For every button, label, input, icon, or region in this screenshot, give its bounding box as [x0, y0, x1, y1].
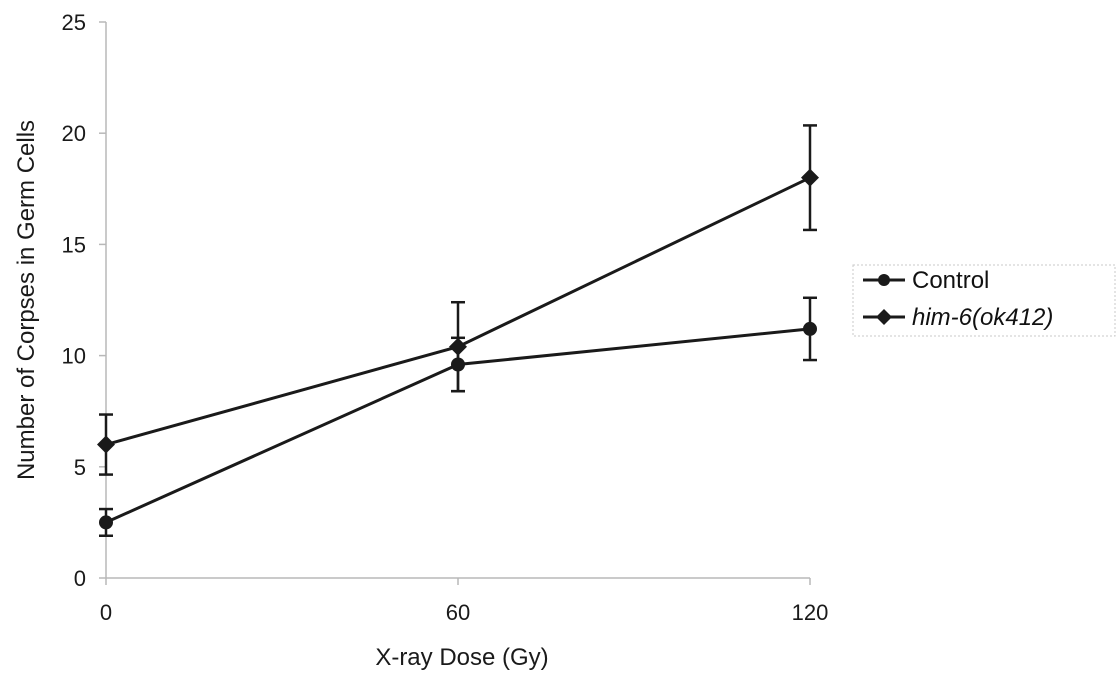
legend-marker-circle-icon [878, 274, 890, 286]
series-him6 [97, 124, 819, 476]
legend-item-control: Control [863, 267, 989, 294]
legend-label-control: Control [912, 267, 989, 294]
data-point-diamond [801, 168, 819, 187]
data-point-diamond [449, 337, 467, 356]
y-tick-label: 25 [62, 10, 86, 35]
x-tick-label: 60 [446, 600, 470, 625]
y-tick-label: 0 [74, 566, 86, 591]
x-tick-label: 120 [792, 600, 829, 625]
legend-item-him6: him-6(ok412) [863, 304, 1053, 331]
y-tick-label: 5 [74, 455, 86, 480]
data-point-circle [99, 515, 113, 530]
axes: 0 5 10 15 20 25 0 60 120 [62, 10, 829, 625]
x-tick-label: 0 [100, 600, 112, 625]
series-layer [97, 124, 819, 537]
y-axis-title: Number of Corpses in Germ Cells [13, 120, 40, 480]
data-point-circle [803, 321, 817, 336]
legend-box [852, 264, 1116, 337]
legend-marker-diamond-icon [876, 309, 892, 325]
x-ticks: 0 60 120 [100, 578, 828, 625]
x-axis-title: X-ray Dose (Gy) [375, 644, 548, 671]
y-ticks: 0 5 10 15 20 25 [62, 10, 106, 591]
y-tick-label: 15 [62, 232, 86, 257]
legend: Control him-6(ok412) [852, 264, 1116, 337]
y-tick-label: 20 [62, 121, 86, 146]
legend-label-him6: him-6(ok412) [912, 304, 1053, 331]
y-tick-label: 10 [62, 344, 86, 369]
data-point-diamond [97, 435, 115, 454]
